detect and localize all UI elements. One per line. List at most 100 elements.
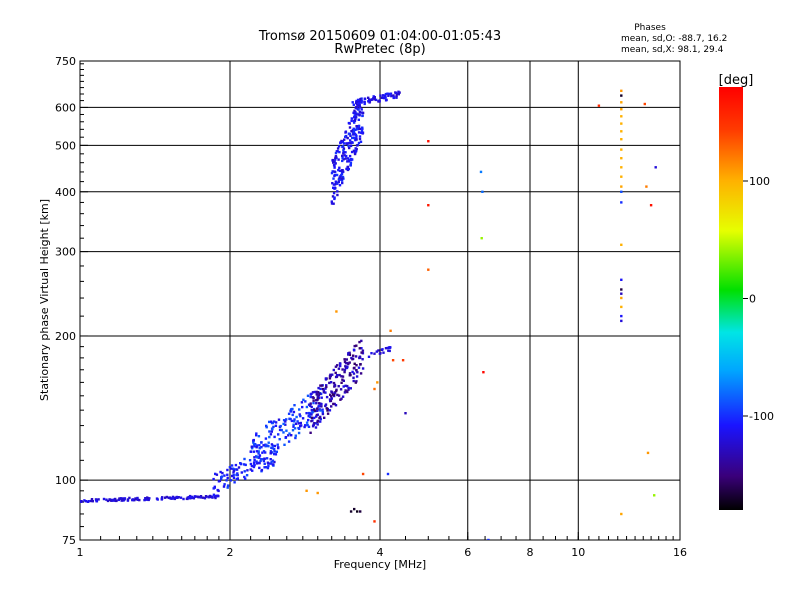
scatter-point — [645, 185, 648, 188]
cluster-point — [210, 495, 214, 498]
cluster-point — [234, 468, 237, 471]
cluster-point — [325, 385, 328, 389]
cluster-point — [329, 399, 333, 402]
cluster-point — [273, 460, 276, 464]
cluster-point — [339, 362, 342, 365]
cluster-point — [264, 437, 268, 440]
cluster-point — [341, 375, 345, 378]
cluster-point — [378, 100, 381, 103]
cluster-point — [342, 379, 345, 382]
data-points — [80, 89, 657, 540]
cluster-point — [347, 141, 351, 145]
cluster-point — [84, 500, 87, 503]
scatter-point — [620, 314, 623, 318]
cluster-point — [253, 456, 256, 459]
cluster-point — [317, 386, 320, 390]
cluster-point — [346, 136, 349, 140]
cluster-point — [335, 150, 338, 153]
cluster-point — [347, 362, 350, 366]
scatter-point — [359, 510, 362, 513]
cluster-point — [348, 154, 352, 158]
cluster-point — [331, 182, 334, 185]
cluster-point — [351, 158, 354, 161]
scatter-point — [620, 190, 623, 193]
cluster-point — [305, 405, 309, 409]
cluster-point — [339, 388, 343, 391]
cluster-point — [136, 498, 140, 501]
cluster-point — [333, 197, 336, 201]
cluster-point — [298, 413, 301, 416]
cluster-point — [370, 98, 373, 101]
scatter-point — [620, 122, 623, 125]
cluster-point — [356, 371, 359, 374]
cluster-point — [316, 409, 319, 412]
cluster-point — [106, 499, 110, 503]
scatter-point — [620, 101, 623, 104]
cluster-point — [363, 100, 366, 103]
cluster-point — [326, 409, 329, 412]
cluster-point — [297, 431, 301, 435]
x-tick-label: 8 — [527, 546, 534, 559]
cluster-point — [260, 441, 263, 444]
cluster-point — [338, 166, 341, 169]
cluster-point — [317, 402, 321, 405]
cluster-point — [338, 176, 341, 179]
cluster-point — [126, 498, 130, 501]
cluster-point — [229, 479, 233, 482]
scatter-point — [620, 108, 623, 111]
cluster-point — [316, 423, 319, 426]
cluster-point — [138, 498, 141, 502]
cluster-point — [252, 441, 255, 444]
cluster-point — [310, 392, 313, 395]
cluster-point — [378, 352, 382, 355]
cluster-point — [370, 352, 373, 355]
cluster-point — [277, 433, 280, 436]
cluster-point — [324, 377, 328, 380]
cluster-point — [182, 497, 185, 501]
cluster-point — [311, 411, 314, 414]
cluster-point — [375, 350, 378, 353]
cluster-point — [386, 346, 390, 350]
cluster-point — [293, 404, 296, 407]
cluster-point — [102, 497, 106, 501]
cluster-point — [275, 450, 278, 453]
cluster-point — [333, 174, 336, 178]
cluster-point — [283, 443, 286, 446]
x-tick-label: 4 — [377, 546, 384, 559]
cluster-point — [336, 190, 339, 193]
cluster-point — [334, 156, 337, 159]
cluster-point — [352, 376, 355, 379]
cluster-point — [350, 150, 354, 154]
cluster-point — [361, 352, 365, 355]
cluster-point — [265, 426, 268, 429]
cluster-point — [308, 412, 311, 416]
cluster-point — [325, 407, 328, 410]
cluster-point — [314, 426, 318, 429]
cluster-point — [343, 138, 346, 141]
cluster-point — [337, 158, 340, 161]
cluster-point — [229, 467, 233, 470]
cluster-point — [284, 423, 287, 426]
scatter-point — [373, 520, 376, 523]
cluster-point — [122, 498, 125, 501]
cluster-point — [352, 149, 356, 152]
cluster-point — [347, 388, 350, 391]
cluster-point — [270, 460, 273, 464]
cluster-point — [277, 446, 280, 450]
cluster-point — [300, 401, 304, 404]
cluster-point — [340, 375, 343, 378]
cluster-point — [358, 340, 361, 344]
cluster-point — [345, 142, 348, 145]
cluster-point — [291, 429, 295, 432]
cluster-point — [318, 416, 321, 420]
y-tick-label: 75 — [62, 534, 76, 547]
cluster-point — [356, 100, 359, 104]
cluster-point — [316, 419, 320, 423]
cluster-point — [296, 420, 299, 423]
scatter-point — [620, 296, 623, 300]
cluster-point — [315, 393, 319, 396]
cluster-point — [352, 372, 356, 375]
cluster-point — [258, 447, 261, 450]
cluster-point — [332, 191, 336, 195]
cluster-point — [326, 412, 330, 415]
